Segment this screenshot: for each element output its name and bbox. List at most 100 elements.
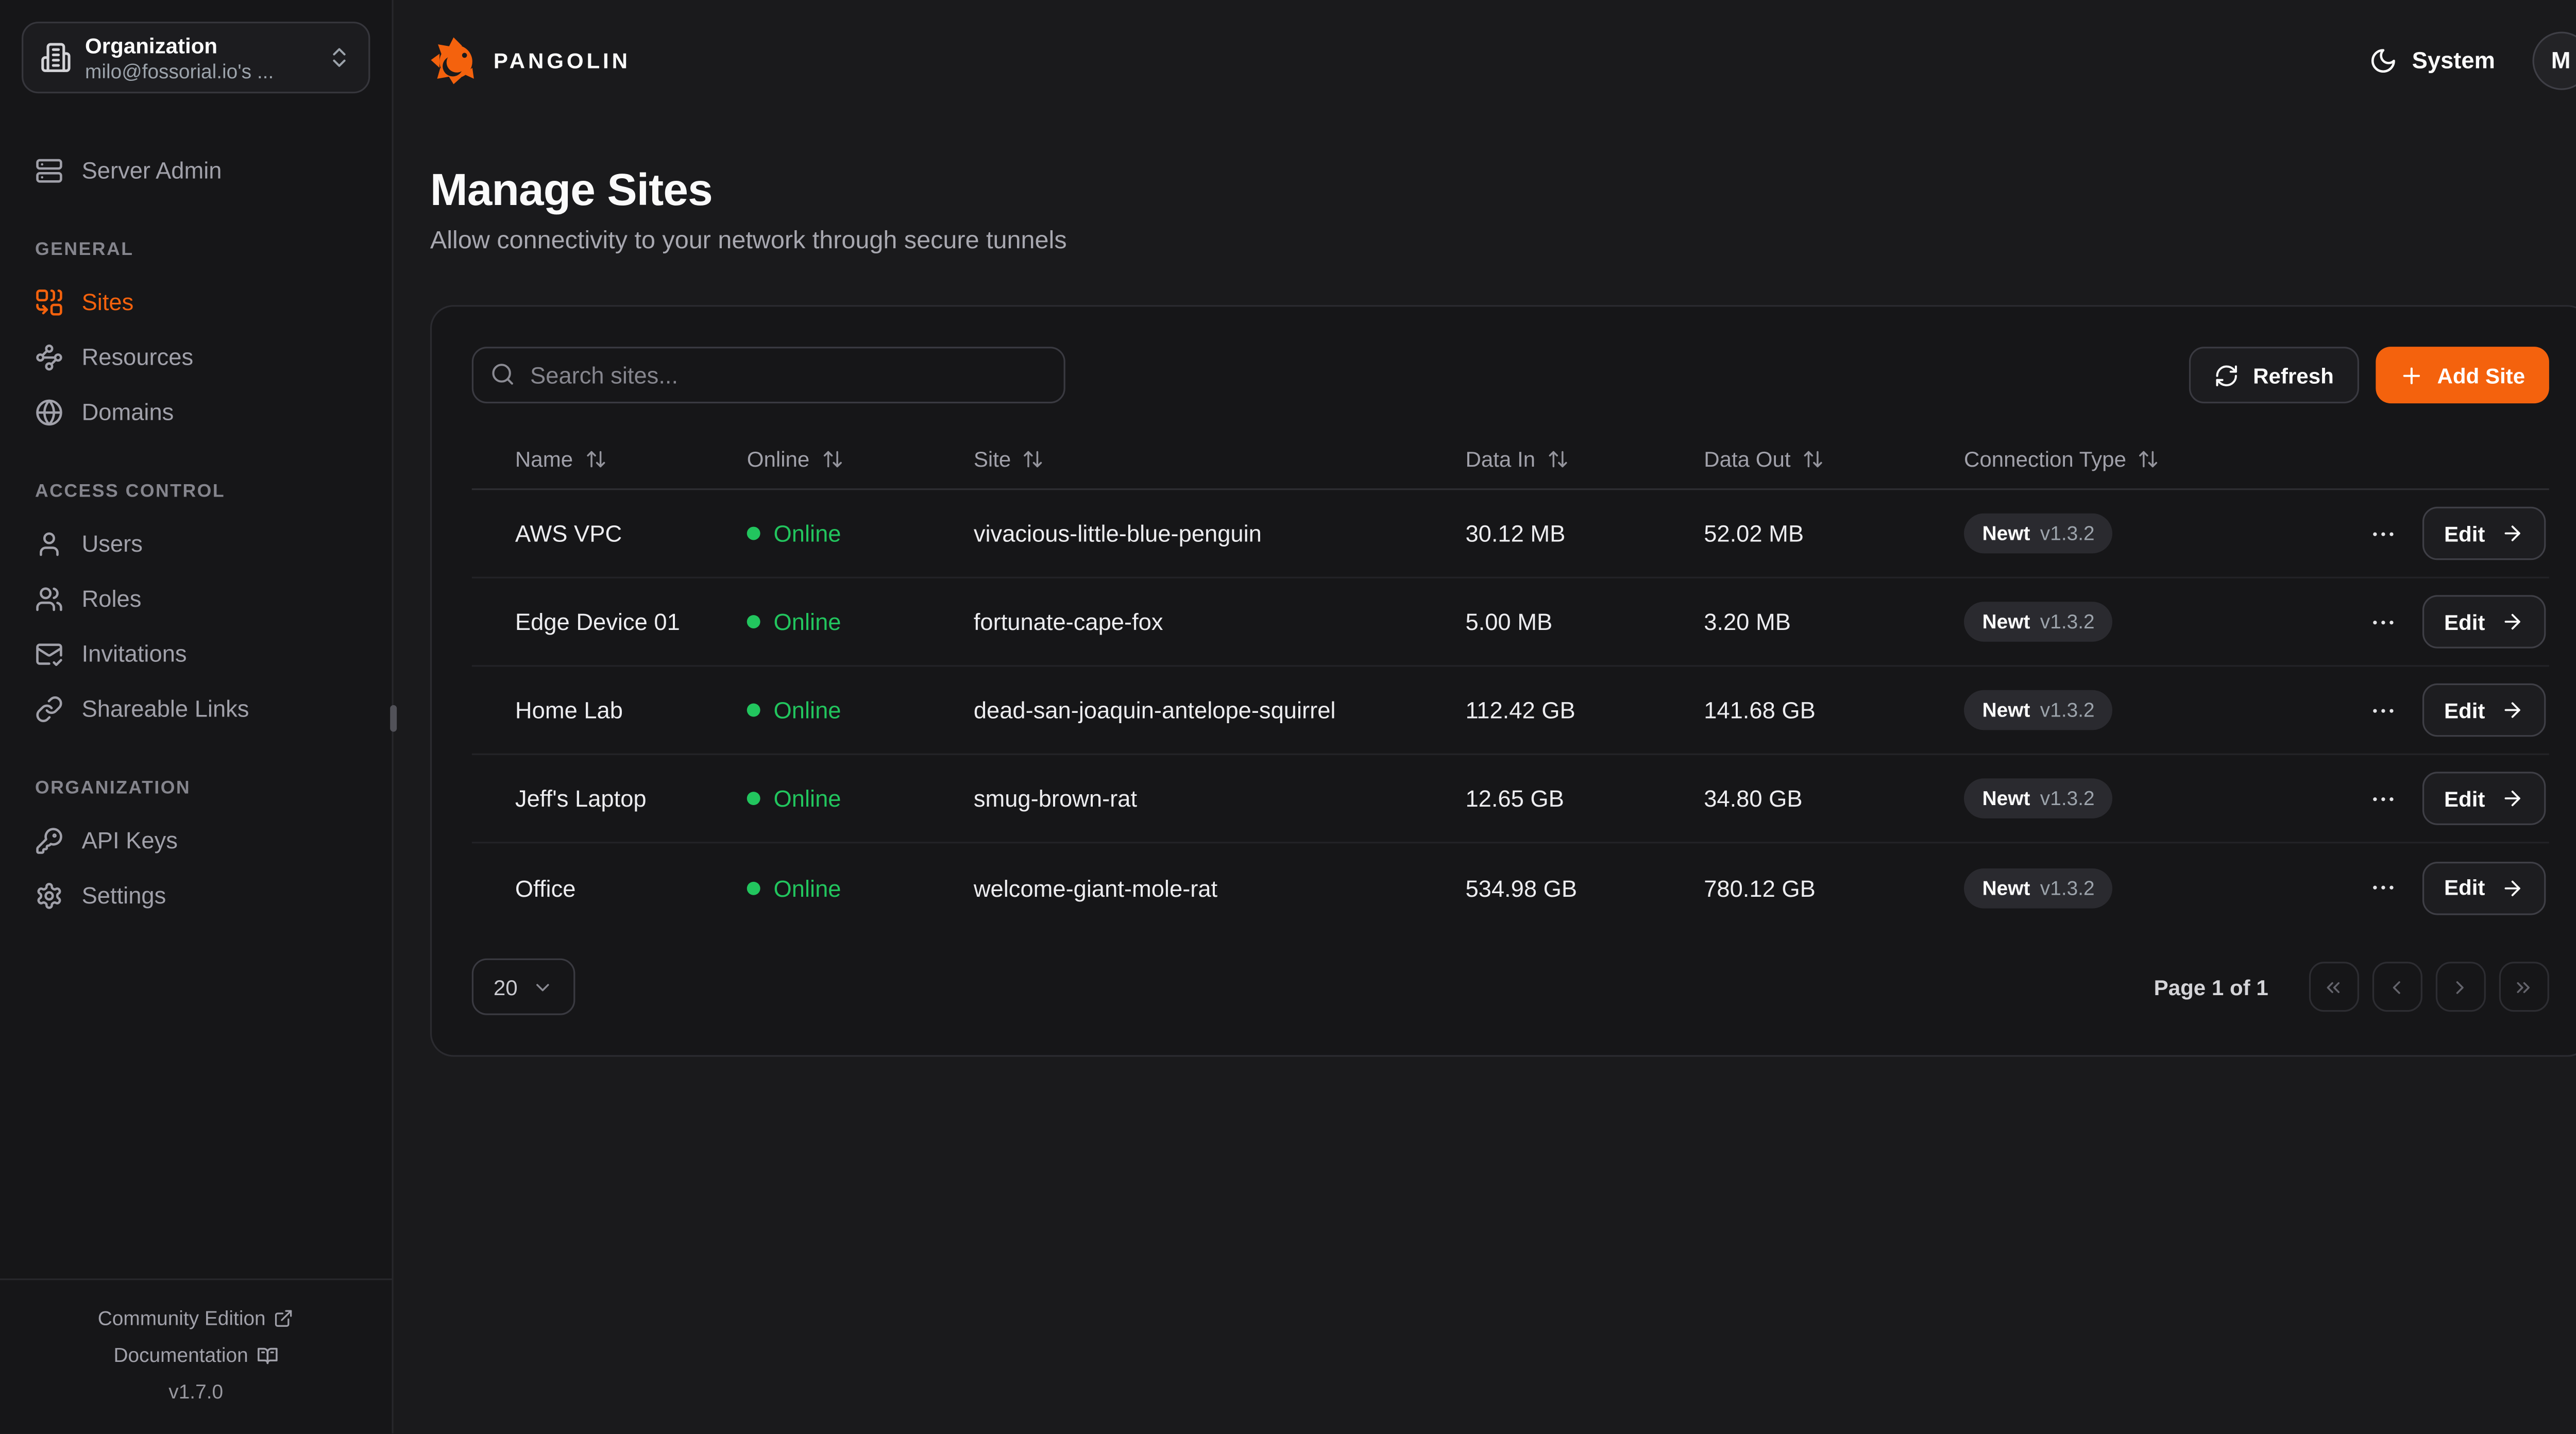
connection-type-badge: Newt v1.3.2 [1964, 867, 2113, 908]
arrow-right-icon [2500, 698, 2523, 722]
last-page-button[interactable] [2498, 962, 2549, 1012]
row-menu-button[interactable] [2369, 874, 2397, 902]
search-wrap [471, 347, 1065, 404]
edit-button[interactable]: Edit [2422, 772, 2545, 825]
column-label: Name [515, 447, 573, 472]
brand-logo[interactable]: PANGOLIN [430, 35, 631, 85]
row-actions: Edit [2369, 861, 2548, 914]
sidebar-item-settings[interactable]: Settings [22, 870, 370, 920]
table-row[interactable]: Jeff's Laptop Online smug-brown-rat 12.6… [471, 755, 2549, 844]
community-edition-link[interactable]: Community Edition [16, 1300, 375, 1337]
data-out: 3.20 MB [1704, 608, 1791, 635]
refresh-button[interactable]: Refresh [2190, 347, 2359, 404]
combine-icon [35, 287, 63, 316]
edit-button[interactable]: Edit [2422, 861, 2545, 914]
connection-type-badge: Newt v1.3.2 [1964, 690, 2113, 730]
column-header-data-in[interactable]: Data In [1465, 447, 1704, 472]
arrow-up-down-icon [821, 448, 843, 470]
sidebar-item-resources[interactable]: Resources [22, 332, 370, 382]
edit-button[interactable]: Edit [2422, 683, 2545, 737]
connection-name: Newt [1982, 698, 2030, 722]
row-menu-button[interactable] [2369, 696, 2397, 724]
edit-button[interactable]: Edit [2422, 506, 2545, 560]
table-row[interactable]: Office Online welcome-giant-mole-rat 534… [472, 843, 2549, 932]
connection-type-cell: Newt v1.3.2 [1964, 778, 2369, 818]
site-slug: dead-san-joaquin-antelope-squirrel [973, 696, 1336, 724]
data-out: 780.12 GB [1704, 874, 1816, 901]
first-page-button[interactable] [2308, 962, 2359, 1012]
org-selector[interactable]: Organization milo@fossorial.io's ... [22, 22, 370, 94]
sidebar-item-api-keys[interactable]: API Keys [22, 815, 370, 865]
page-header: Manage Sites Allow connectivity to your … [430, 163, 2576, 255]
column-header-name[interactable]: Name [515, 447, 747, 472]
refresh-icon [2215, 363, 2240, 388]
sidebar-item-roles[interactable]: Roles [22, 573, 370, 623]
column-label: Data Out [1704, 447, 1791, 472]
site-name: AWS VPC [515, 520, 622, 547]
sidebar-item-label: Domains [81, 398, 174, 425]
connection-type-badge: Newt v1.3.2 [1964, 513, 2113, 554]
arrow-up-down-icon [2138, 448, 2160, 470]
table-row[interactable]: Home Lab Online dead-san-joaquin-antelop… [471, 667, 2549, 755]
sidebar-nav: Server Admin GENERAL Sites Resources Dom [0, 115, 392, 1278]
connection-name: Newt [1982, 787, 2030, 810]
online-dot-icon [747, 615, 760, 628]
arrow-up-down-icon [1023, 448, 1044, 470]
site-status: Online [747, 608, 974, 635]
row-actions: Edit [2369, 506, 2548, 560]
sidebar-item-shareable-links[interactable]: Shareable Links [22, 684, 370, 733]
connection-name: Newt [1982, 521, 2030, 545]
user-icon [35, 529, 63, 557]
site-name: Edge Device 01 [515, 608, 680, 635]
column-label: Data In [1465, 447, 1536, 472]
sidebar-item-label: Sites [81, 288, 134, 315]
sidebar-item-server-admin[interactable]: Server Admin [22, 145, 370, 195]
sidebar-item-users[interactable]: Users [22, 518, 370, 568]
connection-version: v1.3.2 [2040, 610, 2095, 634]
sidebar-item-domains[interactable]: Domains [22, 387, 370, 437]
data-in: 30.12 MB [1465, 520, 1566, 547]
chevrons-up-down-icon [327, 45, 352, 70]
row-actions: Edit [2369, 683, 2548, 737]
sidebar-footer: Community Edition Documentation v1.7.0 [0, 1278, 392, 1433]
sidebar-item-invitations[interactable]: Invitations [22, 628, 370, 678]
table-row[interactable]: AWS VPC Online vivacious-little-blue-pen… [471, 490, 2549, 578]
avatar[interactable]: M [2532, 30, 2576, 90]
add-site-button[interactable]: Add Site [2375, 347, 2549, 404]
column-label: Connection Type [1964, 447, 2127, 472]
row-menu-button[interactable] [2369, 519, 2397, 548]
column-header-site[interactable]: Site [974, 447, 1466, 472]
site-status: Online [747, 520, 974, 547]
column-header-online[interactable]: Online [747, 447, 974, 472]
arrow-right-icon [2500, 522, 2523, 545]
search-input[interactable] [471, 347, 1065, 404]
mail-check-icon [35, 639, 63, 668]
documentation-link[interactable]: Documentation [16, 1337, 375, 1373]
row-menu-button[interactable] [2369, 784, 2397, 813]
arrow-right-icon [2500, 876, 2523, 899]
page-size-select[interactable]: 20 [471, 958, 576, 1015]
table-row[interactable]: Edge Device 01 Online fortunate-cape-fox… [471, 578, 2549, 667]
sidebar-resize-handle[interactable] [390, 705, 397, 732]
chevrons-right-icon [2513, 976, 2534, 998]
sidebar-item-label: Server Admin [81, 157, 222, 183]
waypoints-icon [35, 343, 63, 371]
next-page-button[interactable] [2435, 962, 2485, 1012]
connection-name: Newt [1982, 610, 2030, 634]
connection-type-cell: Newt v1.3.2 [1964, 867, 2369, 908]
theme-toggle[interactable]: System [2369, 46, 2495, 74]
book-open-icon [257, 1344, 278, 1366]
status-label: Online [773, 696, 841, 724]
prev-page-button[interactable] [2371, 962, 2422, 1012]
row-menu-button[interactable] [2369, 608, 2397, 636]
edit-button[interactable]: Edit [2422, 595, 2545, 648]
sidebar-item-sites[interactable]: Sites [22, 277, 370, 327]
column-header-connection-type[interactable]: Connection Type [1964, 447, 2369, 472]
site-name: Home Lab [515, 696, 623, 724]
brand-wordmark: PANGOLIN [493, 47, 631, 73]
globe-icon [35, 398, 63, 426]
site-name: Jeff's Laptop [515, 785, 647, 812]
external-link-icon [274, 1308, 294, 1328]
column-header-data-out[interactable]: Data Out [1704, 447, 1964, 472]
